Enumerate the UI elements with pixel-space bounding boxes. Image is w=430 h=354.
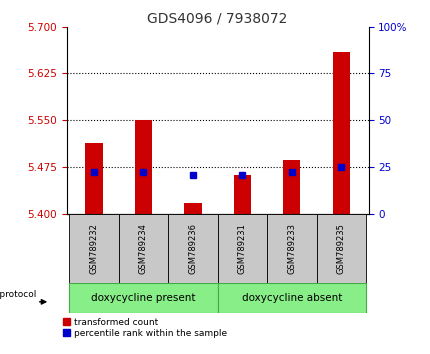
Bar	[69, 283, 217, 313]
Bar	[316, 214, 365, 283]
Bar	[233, 175, 250, 214]
Bar	[283, 160, 300, 214]
Bar	[118, 214, 168, 283]
Bar	[217, 214, 267, 283]
Bar	[184, 203, 201, 214]
Text: doxycycline present: doxycycline present	[91, 293, 195, 303]
Text: GSM789235: GSM789235	[336, 223, 345, 274]
Text: GSM789236: GSM789236	[188, 223, 197, 274]
Bar	[217, 283, 365, 313]
Bar	[85, 143, 102, 214]
Text: GSM789233: GSM789233	[287, 223, 296, 274]
Bar	[69, 214, 118, 283]
Text: GSM789231: GSM789231	[237, 223, 246, 274]
Text: GSM789232: GSM789232	[89, 223, 98, 274]
Text: growth protocol: growth protocol	[0, 290, 37, 299]
Bar	[168, 214, 217, 283]
Legend: transformed count, percentile rank within the sample: transformed count, percentile rank withi…	[62, 318, 226, 338]
Text: GSM789234: GSM789234	[138, 223, 147, 274]
Title: GDS4096 / 7938072: GDS4096 / 7938072	[147, 11, 287, 25]
Bar	[332, 52, 349, 214]
Text: doxycycline absent: doxycycline absent	[241, 293, 341, 303]
Bar	[135, 120, 152, 214]
Bar	[267, 214, 316, 283]
